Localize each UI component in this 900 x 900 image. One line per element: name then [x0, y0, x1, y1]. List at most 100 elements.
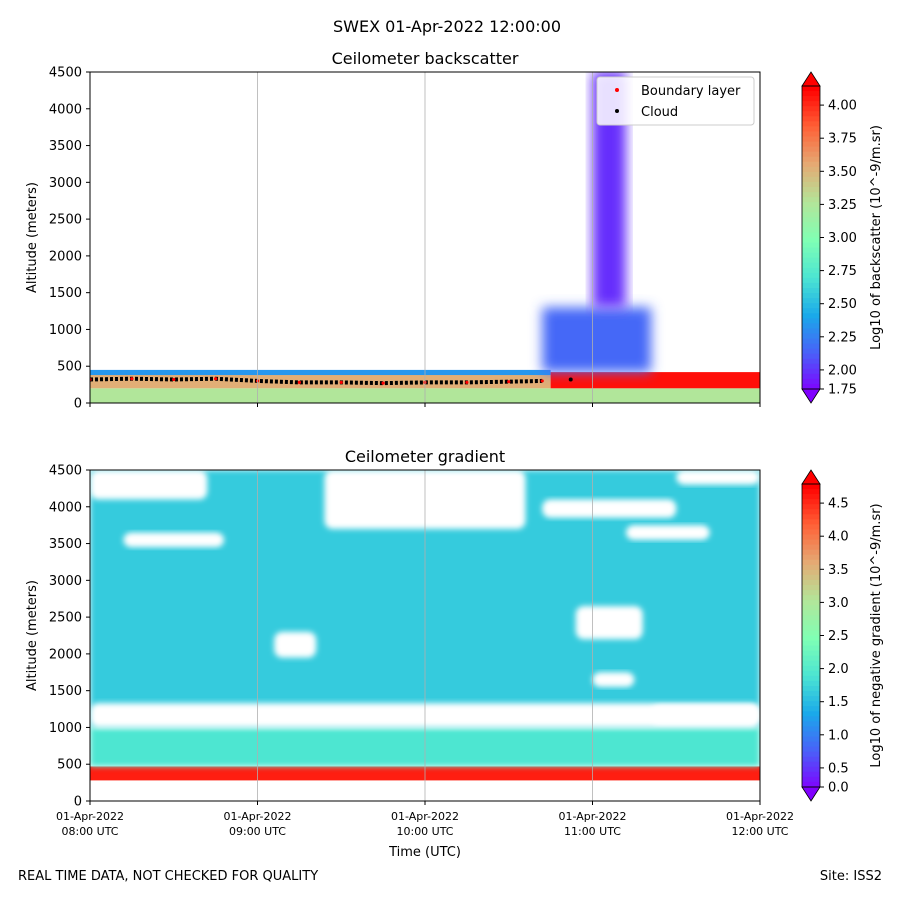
colorbar-segment — [802, 645, 820, 652]
colorbar-segment — [802, 126, 820, 133]
colorbar-segment — [802, 318, 820, 324]
missing-data-gap — [651, 705, 760, 724]
colorbar-tick-label: 2.00 — [828, 363, 857, 378]
colorbar-segment — [802, 549, 820, 556]
boundary-layer-series — [90, 376, 543, 386]
colorbar-segment — [802, 711, 820, 717]
colorbar-segment — [802, 303, 820, 309]
colorbar-segment — [802, 701, 820, 707]
colorbar-extend-max — [801, 71, 821, 87]
figure-title: SWEX 01-Apr-2022 12:00:00 — [333, 17, 561, 36]
boundary-layer-point — [540, 379, 544, 383]
colorbar-segment — [802, 484, 820, 490]
colorbar-segment — [802, 192, 820, 198]
y-tick-label: 2500 — [49, 611, 82, 626]
y-tick-label: 3500 — [49, 537, 82, 552]
gradient-panel: 0 500 1000 1500 2000 2500 3000 3500 4000 4500 01-A… — [25, 447, 884, 860]
colorbar-tick-label: 3.75 — [828, 132, 857, 147]
colorbar-segment — [802, 91, 820, 97]
colorbar-segment — [802, 338, 820, 345]
y-tick-label: 3500 — [49, 139, 82, 154]
colorbar-segment — [802, 781, 820, 788]
boundary-layer-point — [130, 377, 134, 381]
colorbar-segment — [802, 272, 820, 279]
colorbar-segment — [802, 499, 820, 505]
x-tick-label: 01-Apr-2022 — [223, 810, 291, 823]
y-tick-label: 3000 — [49, 574, 82, 589]
colorbar-segment — [802, 383, 820, 390]
colorbar-segment — [802, 136, 820, 143]
panel-title: Ceilometer gradient — [345, 447, 505, 466]
colorbar-tick-label: 2.5 — [828, 629, 849, 644]
colorbar-segment — [802, 156, 820, 163]
colorbar-segment — [802, 655, 820, 662]
colorbar-tick-label: 4.5 — [828, 497, 849, 512]
colorbar-segment — [802, 696, 820, 702]
colorbar-segment — [802, 726, 820, 733]
colorbar-tick-label: 2.50 — [828, 297, 857, 312]
colorbar-extend-min — [801, 786, 821, 802]
panel-title: Ceilometer backscatter — [332, 49, 519, 68]
backscatter-panel: 0 500 1000 1500 2000 2500 3000 3500 4000 4500 Ceil… — [25, 49, 884, 412]
colorbar-segment — [802, 267, 820, 274]
colorbar-segment — [802, 242, 820, 249]
colorbar-segment — [802, 131, 820, 138]
colorbar-segment — [802, 761, 820, 768]
colorbar-segment — [802, 348, 820, 355]
colorbar-segment — [802, 756, 820, 763]
colorbar-segment — [802, 746, 820, 753]
colorbar-segment — [802, 579, 820, 586]
y-axis-label: Altitude (meters) — [25, 580, 40, 691]
colorbar-label: Log10 of backscatter (10^-9/m.sr) — [869, 125, 884, 350]
legend-marker — [615, 109, 619, 113]
colorbar-segment — [802, 247, 820, 254]
colorbar-segment — [802, 534, 820, 541]
colorbar-segment — [802, 96, 820, 102]
colorbar-tick-label: 2.25 — [828, 330, 857, 345]
colorbar-segment — [802, 212, 820, 218]
colorbar-segment — [802, 166, 820, 173]
colorbar-segment — [802, 197, 820, 203]
colorbar-segment — [802, 323, 820, 329]
colorbar-segment — [802, 257, 820, 264]
colorbar-extend-min — [801, 388, 821, 404]
y-axis-label: Altitude (meters) — [25, 182, 40, 293]
colorbar-segment — [802, 776, 820, 783]
colorbar-tick-label: 1.5 — [828, 695, 849, 710]
colorbar-segment — [802, 494, 820, 500]
x-tick-label: 10:00 UTC — [396, 825, 453, 838]
colorbar-segment — [802, 282, 820, 289]
colorbar-extend-max — [801, 469, 821, 485]
y-tick-label: 500 — [57, 360, 82, 375]
colorbar-segment — [802, 368, 820, 375]
colorbar-segment — [802, 751, 820, 758]
colorbar-segment — [802, 232, 820, 239]
colorbar-tick-label: 4.0 — [828, 530, 849, 545]
colorbar-segment — [802, 559, 820, 566]
boundary-layer-point — [297, 380, 301, 385]
y-tick-label: 500 — [57, 758, 82, 773]
legend-label: Cloud — [641, 105, 678, 120]
x-tick-label: 08:00 UTC — [61, 825, 118, 838]
x-axis-label: Time (UTC) — [388, 845, 461, 860]
legend-marker — [615, 88, 619, 92]
y-tick-label: 0 — [74, 397, 82, 412]
colorbar-segment — [802, 116, 820, 122]
colorbar-tick-label: 3.50 — [828, 165, 857, 180]
missing-data-gap — [592, 672, 635, 687]
missing-data-gap — [575, 606, 643, 640]
colorbar-segment — [802, 353, 820, 360]
colorbar-segment — [802, 217, 820, 223]
colorbar-segment — [802, 635, 820, 642]
colorbar-segment — [802, 610, 820, 616]
colorbar-segment — [802, 202, 820, 208]
heatmap-layer — [550, 372, 760, 389]
colorbar-tick-label: 0.0 — [828, 781, 849, 796]
colorbar-segment — [802, 544, 820, 551]
colorbar-segment — [802, 106, 820, 112]
colorbar-segment — [802, 489, 820, 495]
colorbar-segment — [802, 373, 820, 380]
y-tick-label: 0 — [74, 795, 82, 810]
y-tick-label: 1000 — [49, 323, 82, 338]
colorbar-segment — [802, 298, 820, 304]
